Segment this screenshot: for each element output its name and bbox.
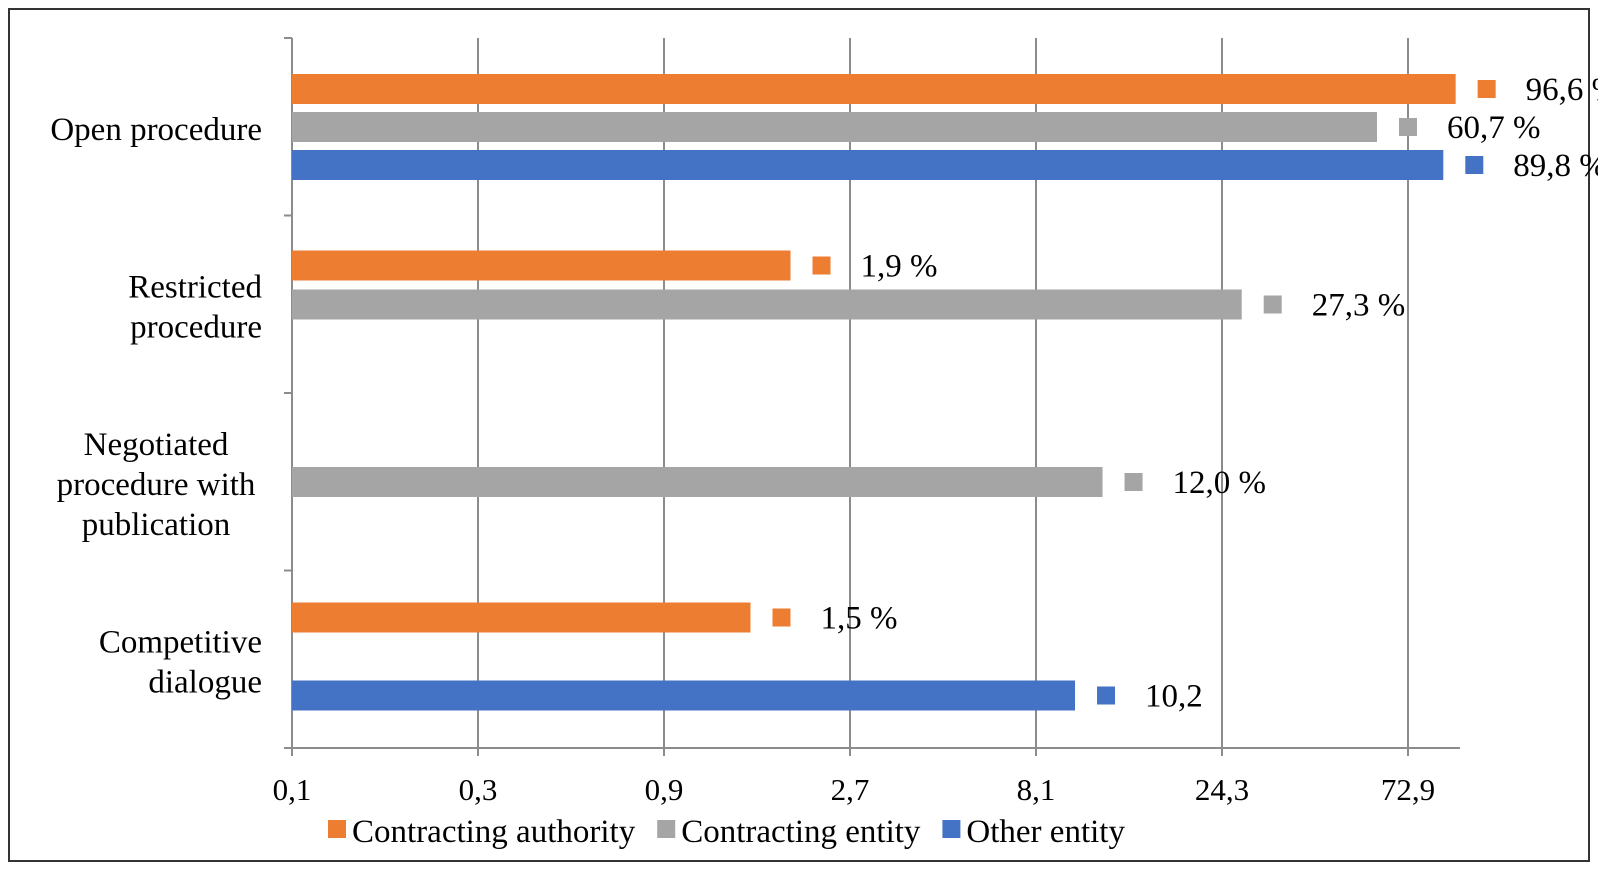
data-label-marker [1124,473,1143,491]
data-label: 10,2 [1145,679,1203,715]
data-label-marker [772,608,791,627]
x-tick-label: 0,3 [459,772,498,807]
legend-label: Other entity [966,814,1125,850]
bar [292,74,1456,104]
data-labels: 96,6 % 1,9 % 1,5 % 60,7 % 27,3 % 12,0 % 89,8 %… [772,72,1598,715]
data-label-marker [812,256,831,275]
x-tick-label: 0,1 [273,772,312,807]
legend-swatch [657,820,676,838]
legend-label: Contracting authority [352,814,636,850]
gridlines [477,38,1409,748]
data-label: 1,5 % [820,601,897,637]
category-label: Competitive dialogue [99,624,262,700]
bar [292,250,791,281]
bar [292,112,1377,142]
category-label: Negotiated procedure with publication [57,427,256,543]
category-label-line: Restricted [128,269,262,305]
data-label: 27,3 % [1312,288,1406,324]
category-label: Restricted procedure [128,269,262,345]
bar [292,289,1242,320]
bars [292,74,1456,711]
category-label-line: dialogue [148,664,262,700]
data-label: 1,9 % [861,249,938,285]
bar [292,150,1444,180]
category-labels: Open procedure Restricted procedure Negotia… [50,112,262,701]
data-label: 89,8 % [1513,148,1598,184]
legend-swatch [942,820,961,838]
category-label-line: publication [82,507,230,543]
data-label: 60,7 % [1447,110,1541,146]
x-tick-label: 0,9 [645,772,684,807]
bar [292,467,1103,497]
category-label-line: Negotiated [84,427,229,463]
x-tick-label: 8,1 [1017,772,1056,807]
x-tick-label: 72,9 [1381,772,1435,807]
axes [284,37,1460,756]
data-label-marker [1263,295,1282,314]
data-label-marker [1398,118,1417,136]
data-label-marker [1465,156,1484,174]
x-tick-label: 2,7 [831,772,870,807]
x-tick-label: 24,3 [1195,772,1249,807]
data-label-marker [1477,80,1496,98]
legend-swatch [328,820,346,838]
category-label-line: Open procedure [50,112,262,148]
category-label-line: procedure [130,309,262,345]
x-tick-labels: 0,1 0,3 0,9 2,7 8,1 24,3 72,9 [273,772,1436,807]
legend: Contracting authority Contracting entity O… [328,814,1125,850]
data-label: 12,0 % [1173,465,1267,501]
legend-label: Contracting entity [681,814,921,850]
bar [292,680,1076,711]
category-label-line: procedure with [57,467,256,503]
category-label-line: Competitive [99,624,262,660]
data-label: 96,6 % [1526,72,1598,108]
category-label: Open procedure [50,112,262,148]
bar [292,602,751,633]
data-label-marker [1097,686,1116,705]
